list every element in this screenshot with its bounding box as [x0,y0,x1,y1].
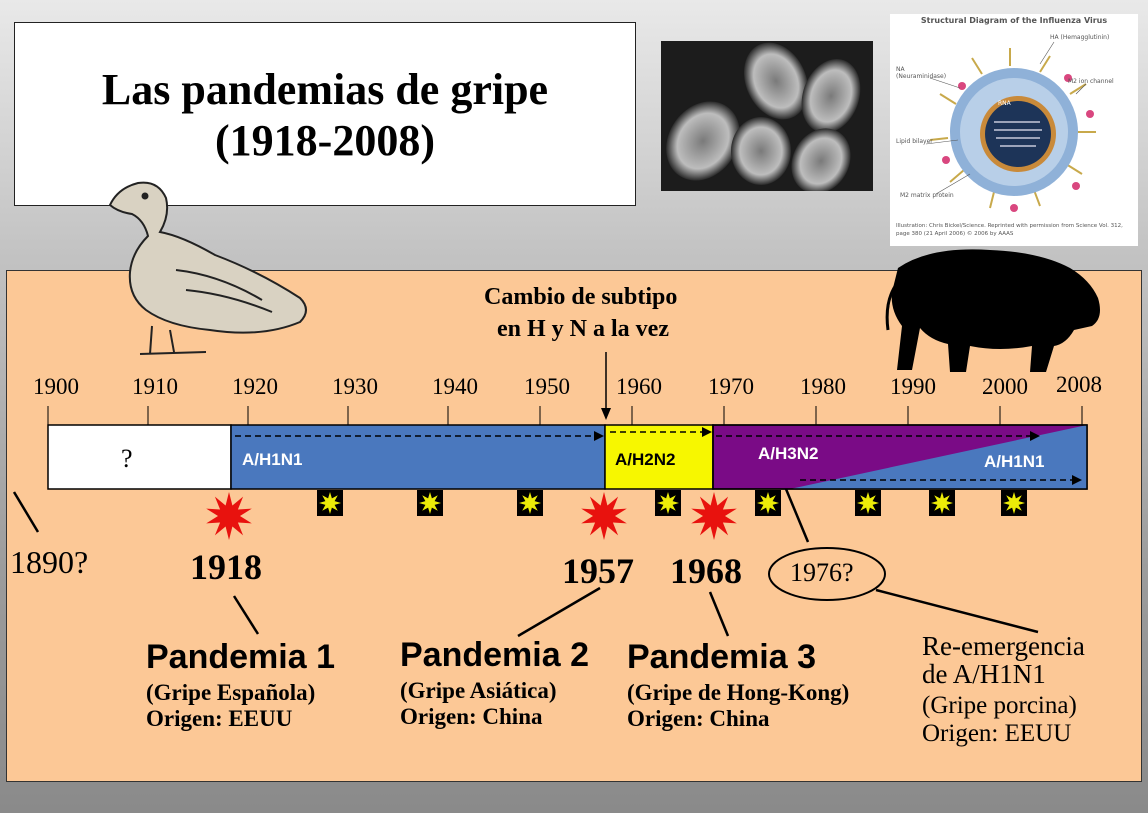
minor-outbreak-icon [517,490,543,516]
annotation-line-1: Cambio de subtipo [484,284,678,310]
tick-1950: 1950 [524,374,570,399]
virus-structure-illustration [925,41,1096,212]
pandemic-star-icon [691,492,737,540]
segment-h1n1-label: A/H1N1 [242,450,303,469]
segment-h1n1-new-label: A/H1N1 [984,452,1045,471]
tick-1990: 1990 [890,374,936,399]
minor-outbreak-icon [655,490,681,516]
pandemic-star-icon [581,492,627,540]
segment-h2n2-label: A/H2N2 [615,450,676,469]
virus-diagram-title: Structural Diagram of the Influenza Viru… [920,16,1108,25]
reemergence-line-4: Origen: EEUU [922,720,1072,747]
tick-2000: 2000 [982,374,1028,399]
virus-label-na: NA (Neuraminidase) [896,66,947,80]
pig-silhouette [885,249,1100,372]
year-1957: 1957 [562,551,634,591]
tick-1980: 1980 [800,374,846,399]
pandemic-star-icon [206,492,252,540]
segment-unknown-label: ? [121,444,133,473]
minor-outbreak-icon [317,490,343,516]
tick-1920: 1920 [232,374,278,399]
tick-1910: 1910 [132,374,178,399]
reemergence-line-1: Re-emergencia [922,631,1085,661]
minor-outbreak-icon [929,490,955,516]
tick-1900: 1900 [33,374,79,399]
minor-outbreak-icon [1001,490,1027,516]
pandemic-3-origin: Origen: China [627,706,770,731]
pandemic-3-alias: (Gripe de Hong-Kong) [627,680,850,705]
virus-label-m2: M2 ion channel [1068,78,1114,85]
segment-h2n2 [604,424,714,490]
year-1890: 1890? [10,544,89,580]
virus-label-rna: RNA [998,100,1011,107]
virus-label-lipid: Lipid bilayer [896,138,933,145]
virus-label-matrix: M2 matrix protein [900,192,954,199]
minor-outbreak-icon [755,490,781,516]
pandemic-2-origin: Origen: China [400,704,543,729]
segment-h3n2-label: A/H3N2 [758,444,819,463]
tick-1960: 1960 [616,374,662,399]
reemergence-line-3: (Gripe porcina) [922,692,1077,719]
title-line-2: (1918-2008) [215,116,435,165]
tick-2008: 2008 [1056,372,1102,397]
minor-outbreak-icon [417,490,443,516]
pandemic-2-name: Pandemia 2 [400,636,589,674]
virus-structure-diagram: Structural Diagram of the Influenza Viru… [890,14,1138,246]
tick-1930: 1930 [332,374,378,399]
virus-diagram-credit: Illustration: Chris Bickel/Science. Repr… [896,223,1123,237]
year-1968: 1968 [670,551,742,591]
pandemic-1-name: Pandemia 1 [146,638,335,676]
segment-unknown [47,424,232,490]
pandemic-1-origin: Origen: EEUU [146,706,293,731]
duck-illustration [108,181,307,355]
year-1976: 1976? [790,558,854,587]
segment-h1n1-reemergence [790,425,1087,489]
title-box: Las pandemias de gripe (1918-2008) [14,22,636,206]
title-line-1: Las pandemias de gripe [101,65,549,114]
pandemic-3-name: Pandemia 3 [627,638,816,676]
pandemic-1-alias: (Gripe Española) [146,680,316,705]
virus-label-ha: HA (Hemagglutinin) [1050,34,1110,41]
reemergence-line-2: de A/H1N1 [922,659,1046,689]
virus-micrograph-image [661,41,873,191]
year-1918: 1918 [190,547,262,587]
oval-1976 [768,547,886,601]
tick-1970: 1970 [708,374,754,399]
minor-outbreak-icon [855,490,881,516]
annotation-line-2: en H y N a la vez [497,316,669,342]
pandemic-2-alias: (Gripe Asiática) [400,678,557,703]
tick-1940: 1940 [432,374,478,399]
